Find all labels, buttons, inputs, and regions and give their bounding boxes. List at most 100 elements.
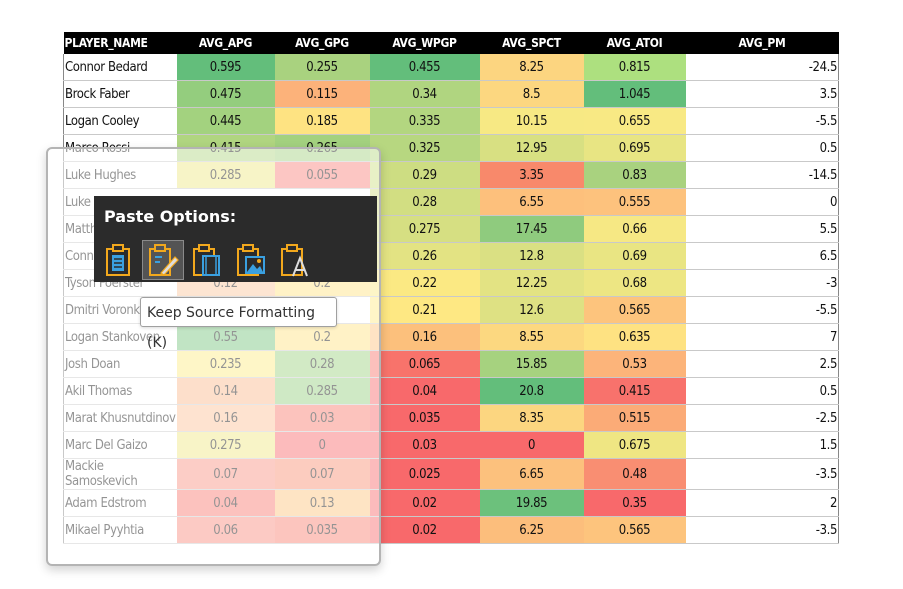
cell-avg-wpgp[interactable]: 0.335: [369, 107, 480, 135]
header-avg-wpgp[interactable]: AVG_WPGP: [369, 32, 480, 54]
cell-avg-spct[interactable]: 15.85: [479, 350, 584, 378]
header-avg-apg[interactable]: AVG_APG: [176, 32, 275, 54]
cell-avg-spct[interactable]: 8.5: [479, 80, 584, 108]
cell-avg-pm[interactable]: 7: [685, 323, 839, 351]
cell-avg-wpgp[interactable]: 0.34: [369, 80, 480, 108]
cell-avg-gpg[interactable]: 0.115: [274, 80, 370, 108]
cell-avg-spct[interactable]: 12.8: [479, 242, 584, 270]
cell-avg-wpgp[interactable]: 0.025: [369, 458, 480, 490]
cell-avg-pm[interactable]: -3: [685, 269, 839, 297]
cell-avg-atoi[interactable]: 0.69: [583, 242, 686, 270]
cell-avg-pm[interactable]: 0.5: [685, 377, 839, 405]
cell-avg-gpg[interactable]: 0.255: [274, 54, 370, 81]
cell-avg-apg[interactable]: 0.475: [176, 80, 275, 108]
cell-avg-pm[interactable]: 6.5: [685, 242, 839, 270]
cell-avg-pm[interactable]: -2.5: [685, 404, 839, 432]
keep-source-formatting-icon[interactable]: [142, 240, 184, 280]
header-row: PLAYER_NAME AVG_APG AVG_GPG AVG_WPGP AVG…: [63, 32, 839, 54]
cell-avg-atoi[interactable]: 0.565: [583, 516, 686, 544]
cell-avg-spct[interactable]: 6.55: [479, 188, 584, 216]
cell-avg-wpgp[interactable]: 0.04: [369, 377, 480, 405]
paste-options-icons: [98, 240, 316, 280]
cell-avg-spct[interactable]: 8.55: [479, 323, 584, 351]
paste-options-title: Paste Options:: [104, 207, 237, 226]
cell-avg-pm[interactable]: 3.5: [685, 80, 839, 108]
cell-avg-apg[interactable]: 0.445: [176, 107, 275, 135]
cell-avg-atoi[interactable]: 0.66: [583, 215, 686, 243]
paste-picture-icon[interactable]: [230, 240, 272, 280]
cell-avg-spct[interactable]: 19.85: [479, 489, 584, 517]
cell-avg-spct[interactable]: 8.25: [479, 54, 584, 81]
cell-avg-wpgp[interactable]: 0.26: [369, 242, 480, 270]
cell-avg-atoi[interactable]: 0.53: [583, 350, 686, 378]
cell-avg-atoi[interactable]: 0.555: [583, 188, 686, 216]
cell-avg-pm[interactable]: -5.5: [685, 296, 839, 324]
cell-avg-wpgp[interactable]: 0.065: [369, 350, 480, 378]
cell-avg-atoi[interactable]: 0.655: [583, 107, 686, 135]
cell-avg-atoi[interactable]: 0.565: [583, 296, 686, 324]
cell-avg-pm[interactable]: 5.5: [685, 215, 839, 243]
cell-avg-atoi[interactable]: 0.515: [583, 404, 686, 432]
cell-avg-spct[interactable]: 8.35: [479, 404, 584, 432]
cell-avg-atoi[interactable]: 0.415: [583, 377, 686, 405]
cell-avg-atoi[interactable]: 0.695: [583, 134, 686, 162]
cell-avg-pm[interactable]: -5.5: [685, 107, 839, 135]
cell-avg-spct[interactable]: 6.25: [479, 516, 584, 544]
cell-avg-wpgp[interactable]: 0.325: [369, 134, 480, 162]
cell-avg-atoi[interactable]: 0.48: [583, 458, 686, 490]
cell-avg-spct[interactable]: 10.15: [479, 107, 584, 135]
cell-avg-wpgp[interactable]: 0.02: [369, 516, 480, 544]
header-avg-gpg[interactable]: AVG_GPG: [274, 32, 370, 54]
cell-avg-pm[interactable]: -3.5: [685, 458, 839, 490]
cell-avg-spct[interactable]: 12.25: [479, 269, 584, 297]
cell-avg-pm[interactable]: 2: [685, 489, 839, 517]
cell-avg-atoi[interactable]: 0.35: [583, 489, 686, 517]
cell-avg-atoi[interactable]: 0.675: [583, 431, 686, 459]
cell-avg-wpgp[interactable]: 0.29: [369, 161, 480, 189]
cell-avg-wpgp[interactable]: 0.28: [369, 188, 480, 216]
cell-avg-atoi[interactable]: 0.815: [583, 54, 686, 81]
cell-avg-wpgp[interactable]: 0.21: [369, 296, 480, 324]
paste-text-only-icon[interactable]: [274, 240, 316, 280]
paste-options-menu: Paste Options:: [94, 196, 377, 282]
cell-avg-spct[interactable]: 6.65: [479, 458, 584, 490]
cell-avg-pm[interactable]: 0.5: [685, 134, 839, 162]
table-row: Logan Cooley 0.445 0.185 0.335 10.15 0.655 -5.…: [63, 107, 839, 135]
cell-avg-spct[interactable]: 12.6: [479, 296, 584, 324]
paste-formatting-icon[interactable]: [186, 240, 228, 280]
table-row: Connor Bedard 0.595 0.255 0.455 8.25 0.815 -24…: [63, 54, 839, 81]
paste-icon[interactable]: [98, 240, 140, 280]
cell-avg-pm[interactable]: 0: [685, 188, 839, 216]
cell-avg-atoi[interactable]: 0.68: [583, 269, 686, 297]
cell-avg-wpgp[interactable]: 0.275: [369, 215, 480, 243]
cell-player-name[interactable]: Connor Bedard: [63, 54, 177, 81]
header-avg-spct[interactable]: AVG_SPCT: [479, 32, 584, 54]
cell-avg-atoi[interactable]: 0.635: [583, 323, 686, 351]
cell-avg-atoi[interactable]: 0.83: [583, 161, 686, 189]
cell-avg-wpgp[interactable]: 0.22: [369, 269, 480, 297]
cell-avg-wpgp[interactable]: 0.455: [369, 54, 480, 81]
cell-avg-wpgp[interactable]: 0.03: [369, 431, 480, 459]
header-player-name[interactable]: PLAYER_NAME: [63, 32, 177, 54]
cell-avg-gpg[interactable]: 0.185: [274, 107, 370, 135]
header-avg-atoi[interactable]: AVG_ATOI: [583, 32, 686, 54]
cell-avg-pm[interactable]: 1.5: [685, 431, 839, 459]
cell-avg-pm[interactable]: 2.5: [685, 350, 839, 378]
cell-avg-spct[interactable]: 20.8: [479, 377, 584, 405]
cell-avg-atoi[interactable]: 1.045: [583, 80, 686, 108]
cell-avg-pm[interactable]: -24.5: [685, 54, 839, 81]
cell-avg-wpgp[interactable]: 0.02: [369, 489, 480, 517]
cell-avg-pm[interactable]: -3.5: [685, 516, 839, 544]
cell-avg-spct[interactable]: 17.45: [479, 215, 584, 243]
cell-avg-pm[interactable]: -14.5: [685, 161, 839, 189]
cell-avg-spct[interactable]: 3.35: [479, 161, 584, 189]
header-avg-pm[interactable]: AVG_PM: [685, 32, 839, 54]
cell-avg-spct[interactable]: 0: [479, 431, 584, 459]
cell-player-name[interactable]: Brock Faber: [63, 80, 177, 108]
cell-avg-wpgp[interactable]: 0.16: [369, 323, 480, 351]
cell-avg-spct[interactable]: 12.95: [479, 134, 584, 162]
cell-avg-wpgp[interactable]: 0.035: [369, 404, 480, 432]
cell-player-name[interactable]: Logan Cooley: [63, 107, 177, 135]
table-row: Brock Faber 0.475 0.115 0.34 8.5 1.045 3.5: [63, 80, 839, 108]
cell-avg-apg[interactable]: 0.595: [176, 54, 275, 81]
